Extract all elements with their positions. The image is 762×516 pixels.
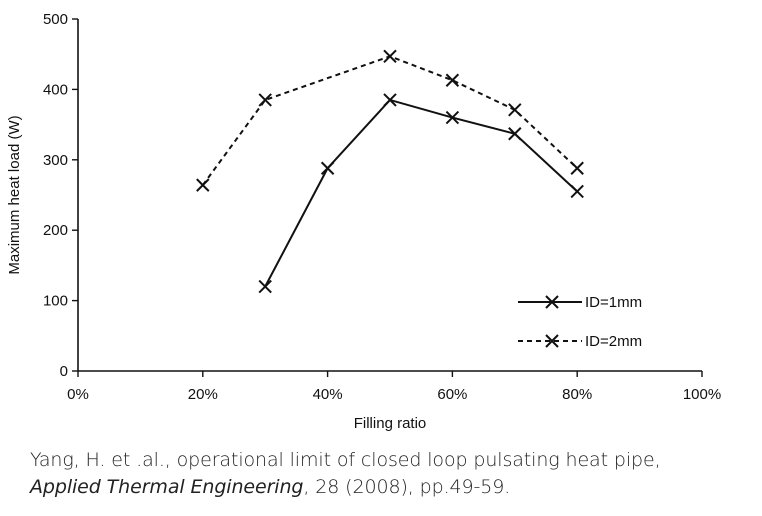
marker-stroke — [570, 161, 584, 175]
data-point — [445, 110, 460, 125]
series-line — [201, 55, 578, 186]
data-point — [445, 73, 460, 87]
legend-marker — [545, 295, 559, 309]
x-axis-title: Filling ratio — [354, 415, 427, 432]
caption-line-1: Yang, H. et .al., operational limit of c… — [30, 449, 661, 471]
y-tick-label: 400 — [43, 81, 68, 98]
legend-entry: ID=1mm — [518, 294, 642, 311]
data-point — [570, 161, 584, 175]
marker-stroke — [320, 161, 335, 175]
caption-line-2: Applied Thermal Engineering, 28 (2008), … — [30, 474, 755, 501]
marker-stroke — [545, 295, 559, 309]
y-tick-label: 200 — [43, 222, 68, 239]
marker-stroke — [445, 73, 460, 87]
data-point — [570, 184, 584, 199]
legend-entry: ID=2mm — [518, 333, 642, 350]
data-point — [383, 49, 397, 64]
data-point — [508, 127, 522, 141]
x-tick-label: 100% — [683, 386, 721, 403]
caption-journal: Applied Thermal Engineering — [30, 476, 304, 498]
marker-stroke — [508, 127, 522, 141]
marker-stroke — [258, 93, 272, 107]
data-point — [258, 93, 272, 107]
data-point — [383, 93, 397, 107]
heat-load-chart: 0 100 200 300 400 500 0% 20% 40% 60% 80% 100% Fillin… — [6, 11, 721, 432]
marker-stroke — [383, 93, 397, 107]
figure-caption: Yang, H. et .al., operational limit of c… — [30, 447, 755, 501]
marker-stroke — [545, 334, 559, 348]
x-tick-label: 0% — [67, 386, 89, 403]
legend-marker — [545, 334, 559, 348]
y-tick-label: 500 — [43, 11, 68, 28]
marker-stroke — [445, 110, 460, 125]
y-tick-label: 100 — [43, 293, 68, 310]
y-axis-title: Maximum heat load (W) — [6, 115, 23, 274]
x-tick-label: 40% — [313, 386, 343, 403]
data-point — [508, 103, 522, 117]
legend-label: ID=2mm — [585, 333, 642, 350]
y-tick-label: 300 — [43, 152, 68, 169]
marker-stroke — [258, 279, 272, 294]
data-point — [258, 279, 272, 294]
marker-stroke — [196, 178, 210, 192]
caption-citation: , 28 (2008), pp.49-59. — [303, 476, 511, 498]
marker-stroke — [570, 184, 584, 199]
x-tick-label: 80% — [562, 386, 592, 403]
series-dashed — [196, 49, 584, 192]
series-line — [264, 98, 578, 287]
chart-series — [196, 49, 584, 294]
chart-legend: ID=1mm ID=2mm — [518, 294, 642, 350]
series-solid — [258, 93, 584, 294]
x-tick-label: 20% — [188, 386, 218, 403]
marker-stroke — [508, 103, 522, 117]
y-tick-label: 0 — [60, 363, 68, 380]
legend-label: ID=1mm — [585, 294, 642, 311]
data-point — [320, 161, 335, 175]
marker-stroke — [383, 49, 397, 64]
data-point — [196, 178, 210, 192]
x-tick-label: 60% — [437, 386, 467, 403]
chart-axes: 0 100 200 300 400 500 0% 20% 40% 60% 80% 100% Fillin… — [6, 11, 721, 432]
